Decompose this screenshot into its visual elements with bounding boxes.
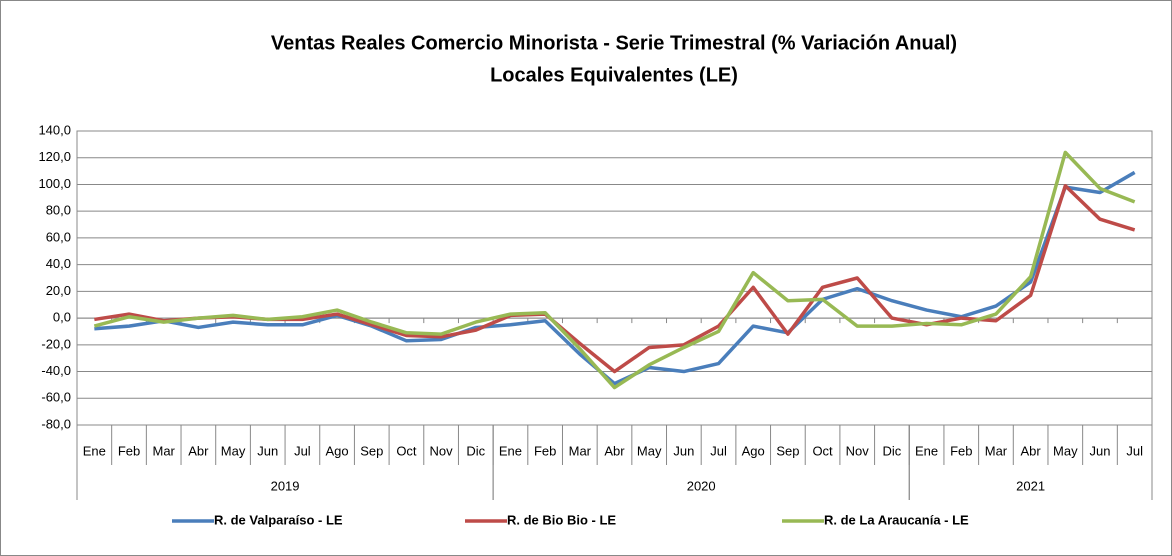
y-tick-label: -20,0	[41, 336, 71, 351]
x-tick-label: Ene	[915, 443, 938, 458]
x-tick-label: Abr	[1021, 443, 1042, 458]
x-tick-label: Mar	[985, 443, 1008, 458]
x-tick-label: Ago	[326, 443, 349, 458]
x-tick-label: Jun	[673, 443, 694, 458]
x-tick-label: Oct	[396, 443, 417, 458]
y-tick-label: -80,0	[41, 416, 71, 431]
x-tick-label: Jun	[257, 443, 278, 458]
legend-label: R. de Valparaíso - LE	[214, 512, 343, 527]
group-label: 2021	[1016, 478, 1045, 493]
x-tick-label: Ene	[499, 443, 522, 458]
x-tick-label: May	[1053, 443, 1078, 458]
y-tick-label: 20,0	[46, 283, 71, 298]
x-tick-label: Jul	[710, 443, 727, 458]
y-tick-label: 100,0	[38, 176, 71, 191]
y-tick-label: -40,0	[41, 363, 71, 378]
x-tick-label: Abr	[188, 443, 209, 458]
legend-label: R. de Bio Bio - LE	[507, 512, 616, 527]
x-tick-label: Dic	[883, 443, 902, 458]
y-tick-label: 140,0	[38, 122, 71, 137]
x-tick-label: Ene	[83, 443, 106, 458]
x-tick-label: Sep	[776, 443, 799, 458]
y-tick-label: 0,0	[53, 310, 71, 325]
x-tick-label: Dic	[466, 443, 485, 458]
y-tick-label: 60,0	[46, 229, 71, 244]
x-tick-label: Feb	[534, 443, 556, 458]
x-tick-label: Sep	[360, 443, 383, 458]
legend-label: R. de La Araucanía - LE	[824, 512, 969, 527]
y-tick-label: 80,0	[46, 203, 71, 218]
x-tick-label: Oct	[812, 443, 833, 458]
y-tick-label: 40,0	[46, 256, 71, 271]
y-tick-label: 120,0	[38, 149, 71, 164]
x-tick-label: Nov	[430, 443, 454, 458]
x-tick-label: May	[637, 443, 662, 458]
y-tick-label: -60,0	[41, 390, 71, 405]
x-tick-label: Mar	[152, 443, 175, 458]
x-tick-label: Ago	[742, 443, 765, 458]
chart-subtitle: Locales Equivalentes (LE)	[490, 64, 738, 86]
x-tick-label: Feb	[118, 443, 140, 458]
series-line	[93, 150, 1136, 390]
x-tick-label: Mar	[569, 443, 592, 458]
group-label: 2020	[687, 478, 716, 493]
x-tick-label: May	[221, 443, 246, 458]
x-tick-label: Jul	[1126, 443, 1143, 458]
x-tick-label: Nov	[846, 443, 870, 458]
x-tick-label: Feb	[950, 443, 972, 458]
x-tick-label: Abr	[604, 443, 625, 458]
x-tick-label: Jun	[1089, 443, 1110, 458]
plot-frame	[76, 130, 1153, 426]
group-label: 2019	[271, 478, 300, 493]
x-tick-label: Jul	[294, 443, 311, 458]
chart-title: Ventas Reales Comercio Minorista - Serie…	[271, 32, 957, 54]
